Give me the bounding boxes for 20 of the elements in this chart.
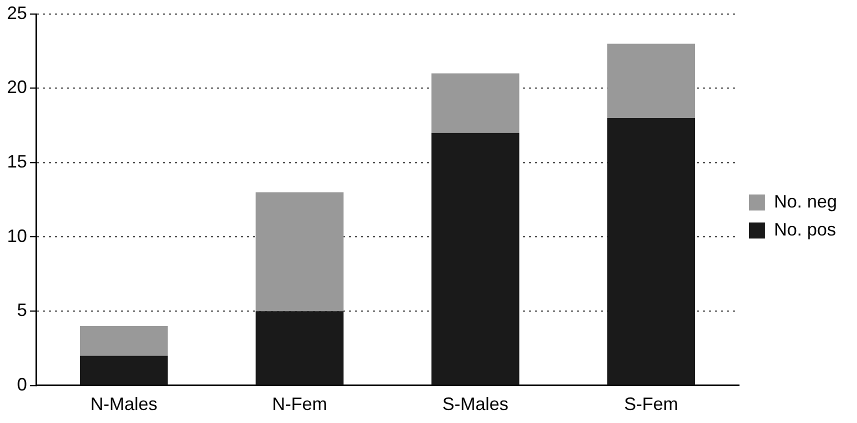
y-tick-label: 5 <box>17 300 28 320</box>
bar <box>607 44 696 118</box>
legend-label: No. neg <box>774 191 838 212</box>
y-tick-label: 15 <box>6 152 28 172</box>
y-tick-label: 10 <box>6 226 28 246</box>
x-tick-label: N-Fem <box>272 394 328 414</box>
bar <box>256 311 344 385</box>
x-tick-label: S-Fem <box>624 394 678 414</box>
y-tick-label: 20 <box>6 77 28 98</box>
bar <box>256 192 344 312</box>
bar <box>80 326 168 356</box>
y-tick-label: 25 <box>6 2 28 23</box>
bar <box>431 132 520 385</box>
bar <box>80 356 168 385</box>
x-tick-label: N-Males <box>90 394 158 414</box>
bar <box>431 73 520 133</box>
x-tick-label: S-Males <box>442 394 508 414</box>
y-tick-label: 0 <box>17 374 28 394</box>
bar <box>607 118 696 385</box>
legend-label: No. pos <box>774 219 836 240</box>
